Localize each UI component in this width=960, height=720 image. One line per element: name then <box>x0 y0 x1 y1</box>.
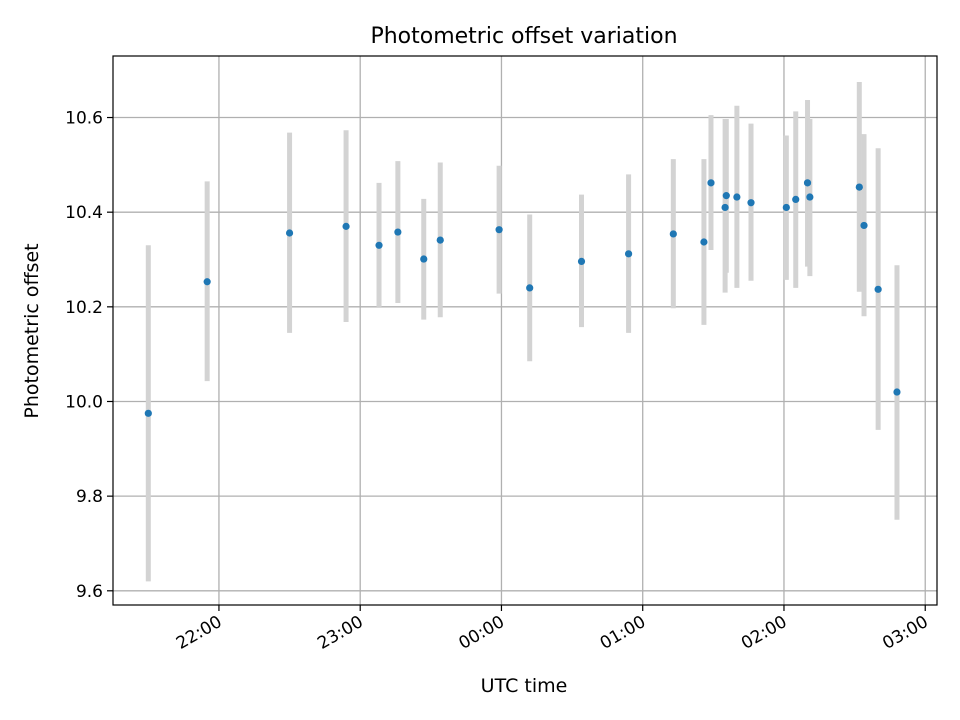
data-point <box>874 285 882 293</box>
plot-frame <box>112 55 938 606</box>
data-point <box>394 228 402 236</box>
y-tick-label: 9.8 <box>76 487 103 507</box>
data-point <box>860 221 868 230</box>
data-point <box>669 230 677 238</box>
data-point <box>526 284 534 292</box>
y-tick-label: 10.6 <box>65 109 103 129</box>
data-point <box>722 192 730 200</box>
grid-lines <box>113 56 937 605</box>
data-point <box>624 250 633 258</box>
data-point <box>436 236 444 244</box>
data-point <box>747 199 755 207</box>
data-point <box>803 179 812 187</box>
data-point <box>342 222 350 230</box>
data-point <box>144 409 152 417</box>
data-point <box>893 388 901 396</box>
data-point <box>792 195 800 204</box>
data-point <box>782 203 790 212</box>
data-point <box>375 241 383 249</box>
data-point <box>855 183 863 191</box>
data-point <box>285 229 294 237</box>
data-point <box>707 179 715 187</box>
y-tick-label: 10.0 <box>65 392 103 412</box>
data-point <box>577 257 586 266</box>
data-point <box>203 278 211 286</box>
y-axis-ticks: 9.6 9.8 10.0 10.2 10.4 10.6 <box>65 109 113 602</box>
y-tick-label: 9.6 <box>76 582 103 602</box>
y-tick-label: 10.2 <box>65 298 103 318</box>
data-point <box>733 193 741 201</box>
data-point <box>721 203 729 212</box>
data-point <box>420 255 428 263</box>
y-tick-label: 10.4 <box>65 203 103 223</box>
data-point <box>806 193 814 201</box>
data-point <box>495 226 503 234</box>
chart-title: Photometric offset variation <box>370 24 677 49</box>
x-axis-label: UTC time <box>481 675 568 697</box>
y-axis-label: Photometric offset <box>21 243 43 418</box>
data-point <box>700 238 708 246</box>
data-points <box>144 179 901 417</box>
